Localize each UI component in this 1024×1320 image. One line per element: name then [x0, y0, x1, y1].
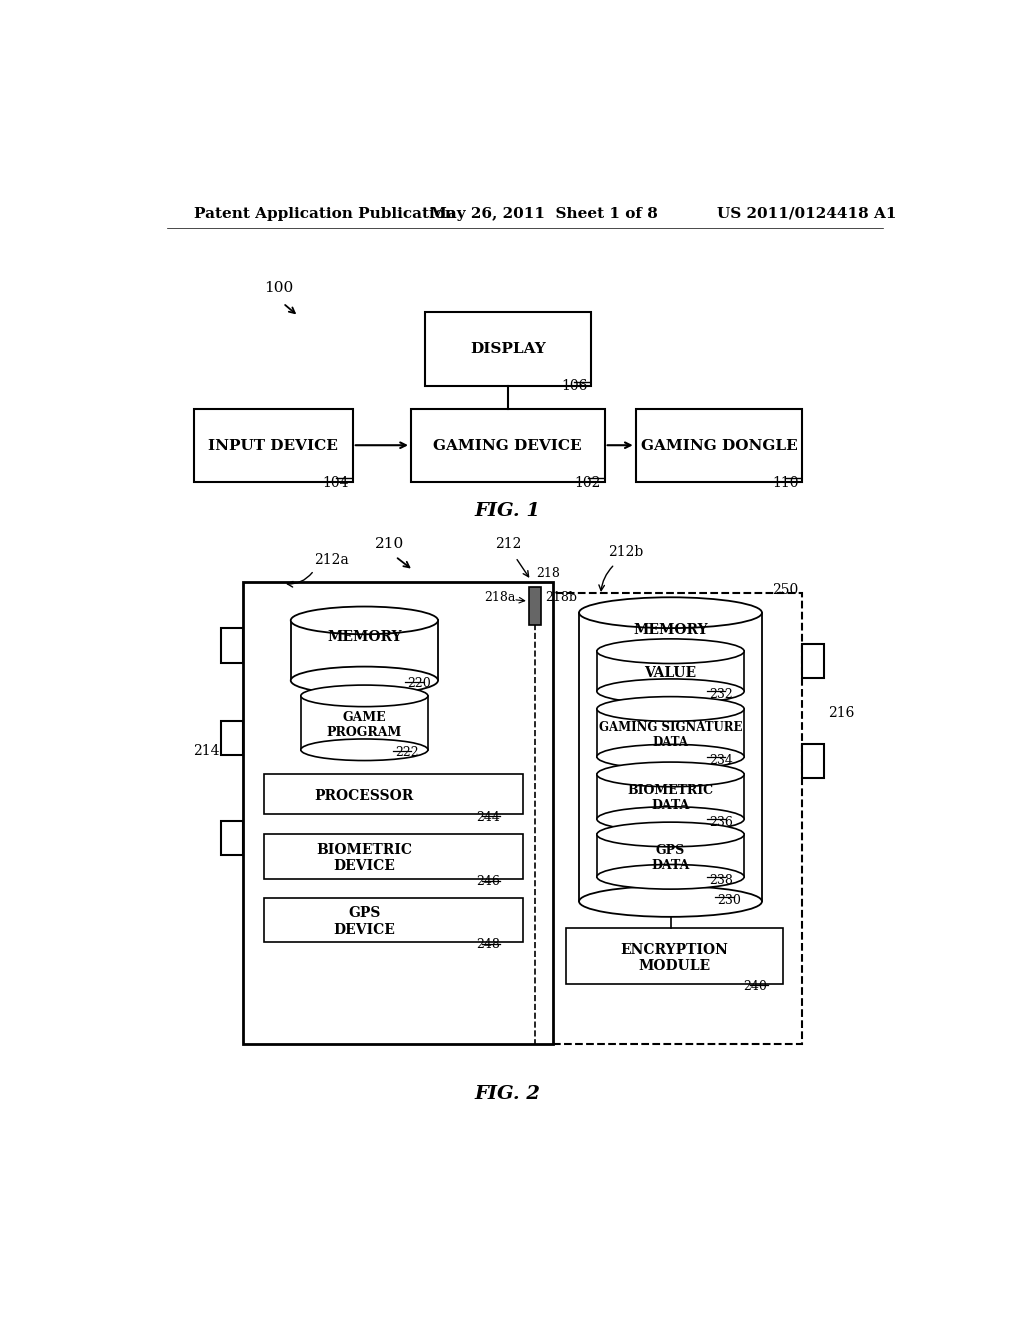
Text: 234: 234: [710, 754, 733, 767]
Text: 222: 222: [395, 746, 419, 759]
Text: GAMING SIGNATURE
DATA: GAMING SIGNATURE DATA: [599, 721, 742, 750]
Text: INPUT DEVICE: INPUT DEVICE: [208, 438, 338, 453]
Text: GAMING DONGLE: GAMING DONGLE: [641, 438, 798, 453]
Text: 100: 100: [263, 281, 293, 296]
Text: GAMING DEVICE: GAMING DEVICE: [433, 438, 582, 453]
FancyBboxPatch shape: [636, 409, 802, 482]
Text: 216: 216: [827, 706, 854, 719]
FancyBboxPatch shape: [301, 696, 428, 750]
Text: 102: 102: [574, 475, 601, 490]
Text: 250: 250: [772, 583, 799, 598]
Text: GPS
DATA: GPS DATA: [651, 843, 690, 871]
Text: 212a: 212a: [314, 553, 349, 566]
FancyBboxPatch shape: [597, 651, 744, 692]
FancyBboxPatch shape: [221, 628, 243, 663]
Text: 232: 232: [710, 688, 733, 701]
FancyBboxPatch shape: [243, 582, 553, 1044]
Text: MEMORY: MEMORY: [633, 623, 708, 636]
Ellipse shape: [597, 744, 744, 770]
Text: 230: 230: [717, 894, 741, 907]
Ellipse shape: [301, 739, 428, 760]
FancyBboxPatch shape: [597, 709, 744, 756]
FancyBboxPatch shape: [221, 821, 243, 855]
FancyBboxPatch shape: [263, 834, 523, 879]
Ellipse shape: [597, 865, 744, 890]
Ellipse shape: [597, 697, 744, 721]
Text: FIG. 2: FIG. 2: [475, 1085, 541, 1104]
FancyBboxPatch shape: [425, 313, 592, 385]
FancyBboxPatch shape: [566, 928, 783, 983]
Text: BIOMETRIC
DEVICE: BIOMETRIC DEVICE: [316, 843, 413, 874]
Text: 244: 244: [476, 810, 500, 824]
Text: 212: 212: [495, 537, 521, 552]
FancyBboxPatch shape: [802, 644, 824, 678]
Text: 106: 106: [561, 379, 588, 393]
Text: VALUE: VALUE: [644, 665, 696, 680]
Text: 218: 218: [537, 568, 560, 581]
FancyBboxPatch shape: [553, 594, 802, 1044]
Text: 248: 248: [476, 939, 500, 952]
FancyBboxPatch shape: [579, 612, 762, 902]
Text: 246: 246: [476, 875, 500, 888]
Text: DISPLAY: DISPLAY: [470, 342, 546, 356]
Text: GAME
PROGRAM: GAME PROGRAM: [327, 711, 402, 739]
Text: Patent Application Publication: Patent Application Publication: [194, 207, 456, 220]
Ellipse shape: [597, 762, 744, 787]
Text: PROCESSOR: PROCESSOR: [314, 789, 414, 803]
Text: 110: 110: [772, 475, 799, 490]
Text: 218b: 218b: [545, 591, 577, 603]
FancyBboxPatch shape: [597, 775, 744, 818]
Text: MEMORY: MEMORY: [327, 631, 401, 644]
FancyBboxPatch shape: [597, 834, 744, 876]
FancyBboxPatch shape: [802, 743, 824, 779]
Text: 238: 238: [710, 874, 733, 887]
Text: 104: 104: [323, 475, 349, 490]
FancyBboxPatch shape: [194, 409, 352, 482]
Ellipse shape: [301, 685, 428, 706]
Text: 236: 236: [710, 816, 733, 829]
Ellipse shape: [579, 597, 762, 628]
Text: 210: 210: [375, 537, 403, 552]
Text: BIOMETRIC
DATA: BIOMETRIC DATA: [628, 784, 714, 812]
FancyBboxPatch shape: [528, 586, 541, 626]
Text: US 2011/0124418 A1: US 2011/0124418 A1: [717, 207, 896, 220]
Text: 214: 214: [193, 744, 219, 758]
Text: May 26, 2011  Sheet 1 of 8: May 26, 2011 Sheet 1 of 8: [430, 207, 658, 220]
FancyBboxPatch shape: [263, 898, 523, 942]
Text: 220: 220: [407, 677, 431, 689]
Text: ENCRYPTION
MODULE: ENCRYPTION MODULE: [621, 942, 728, 973]
Text: 240: 240: [743, 979, 767, 993]
Ellipse shape: [597, 807, 744, 832]
FancyBboxPatch shape: [221, 721, 243, 755]
Text: GPS
DEVICE: GPS DEVICE: [334, 907, 395, 937]
FancyBboxPatch shape: [411, 409, 604, 482]
FancyBboxPatch shape: [263, 775, 523, 814]
Ellipse shape: [597, 822, 744, 847]
Ellipse shape: [597, 678, 744, 704]
Ellipse shape: [291, 667, 438, 694]
Ellipse shape: [291, 607, 438, 635]
Text: FIG. 1: FIG. 1: [475, 502, 541, 520]
Text: 212b: 212b: [608, 545, 644, 558]
Ellipse shape: [597, 639, 744, 664]
Ellipse shape: [579, 886, 762, 917]
Text: 218a: 218a: [484, 591, 516, 603]
FancyBboxPatch shape: [291, 620, 438, 681]
